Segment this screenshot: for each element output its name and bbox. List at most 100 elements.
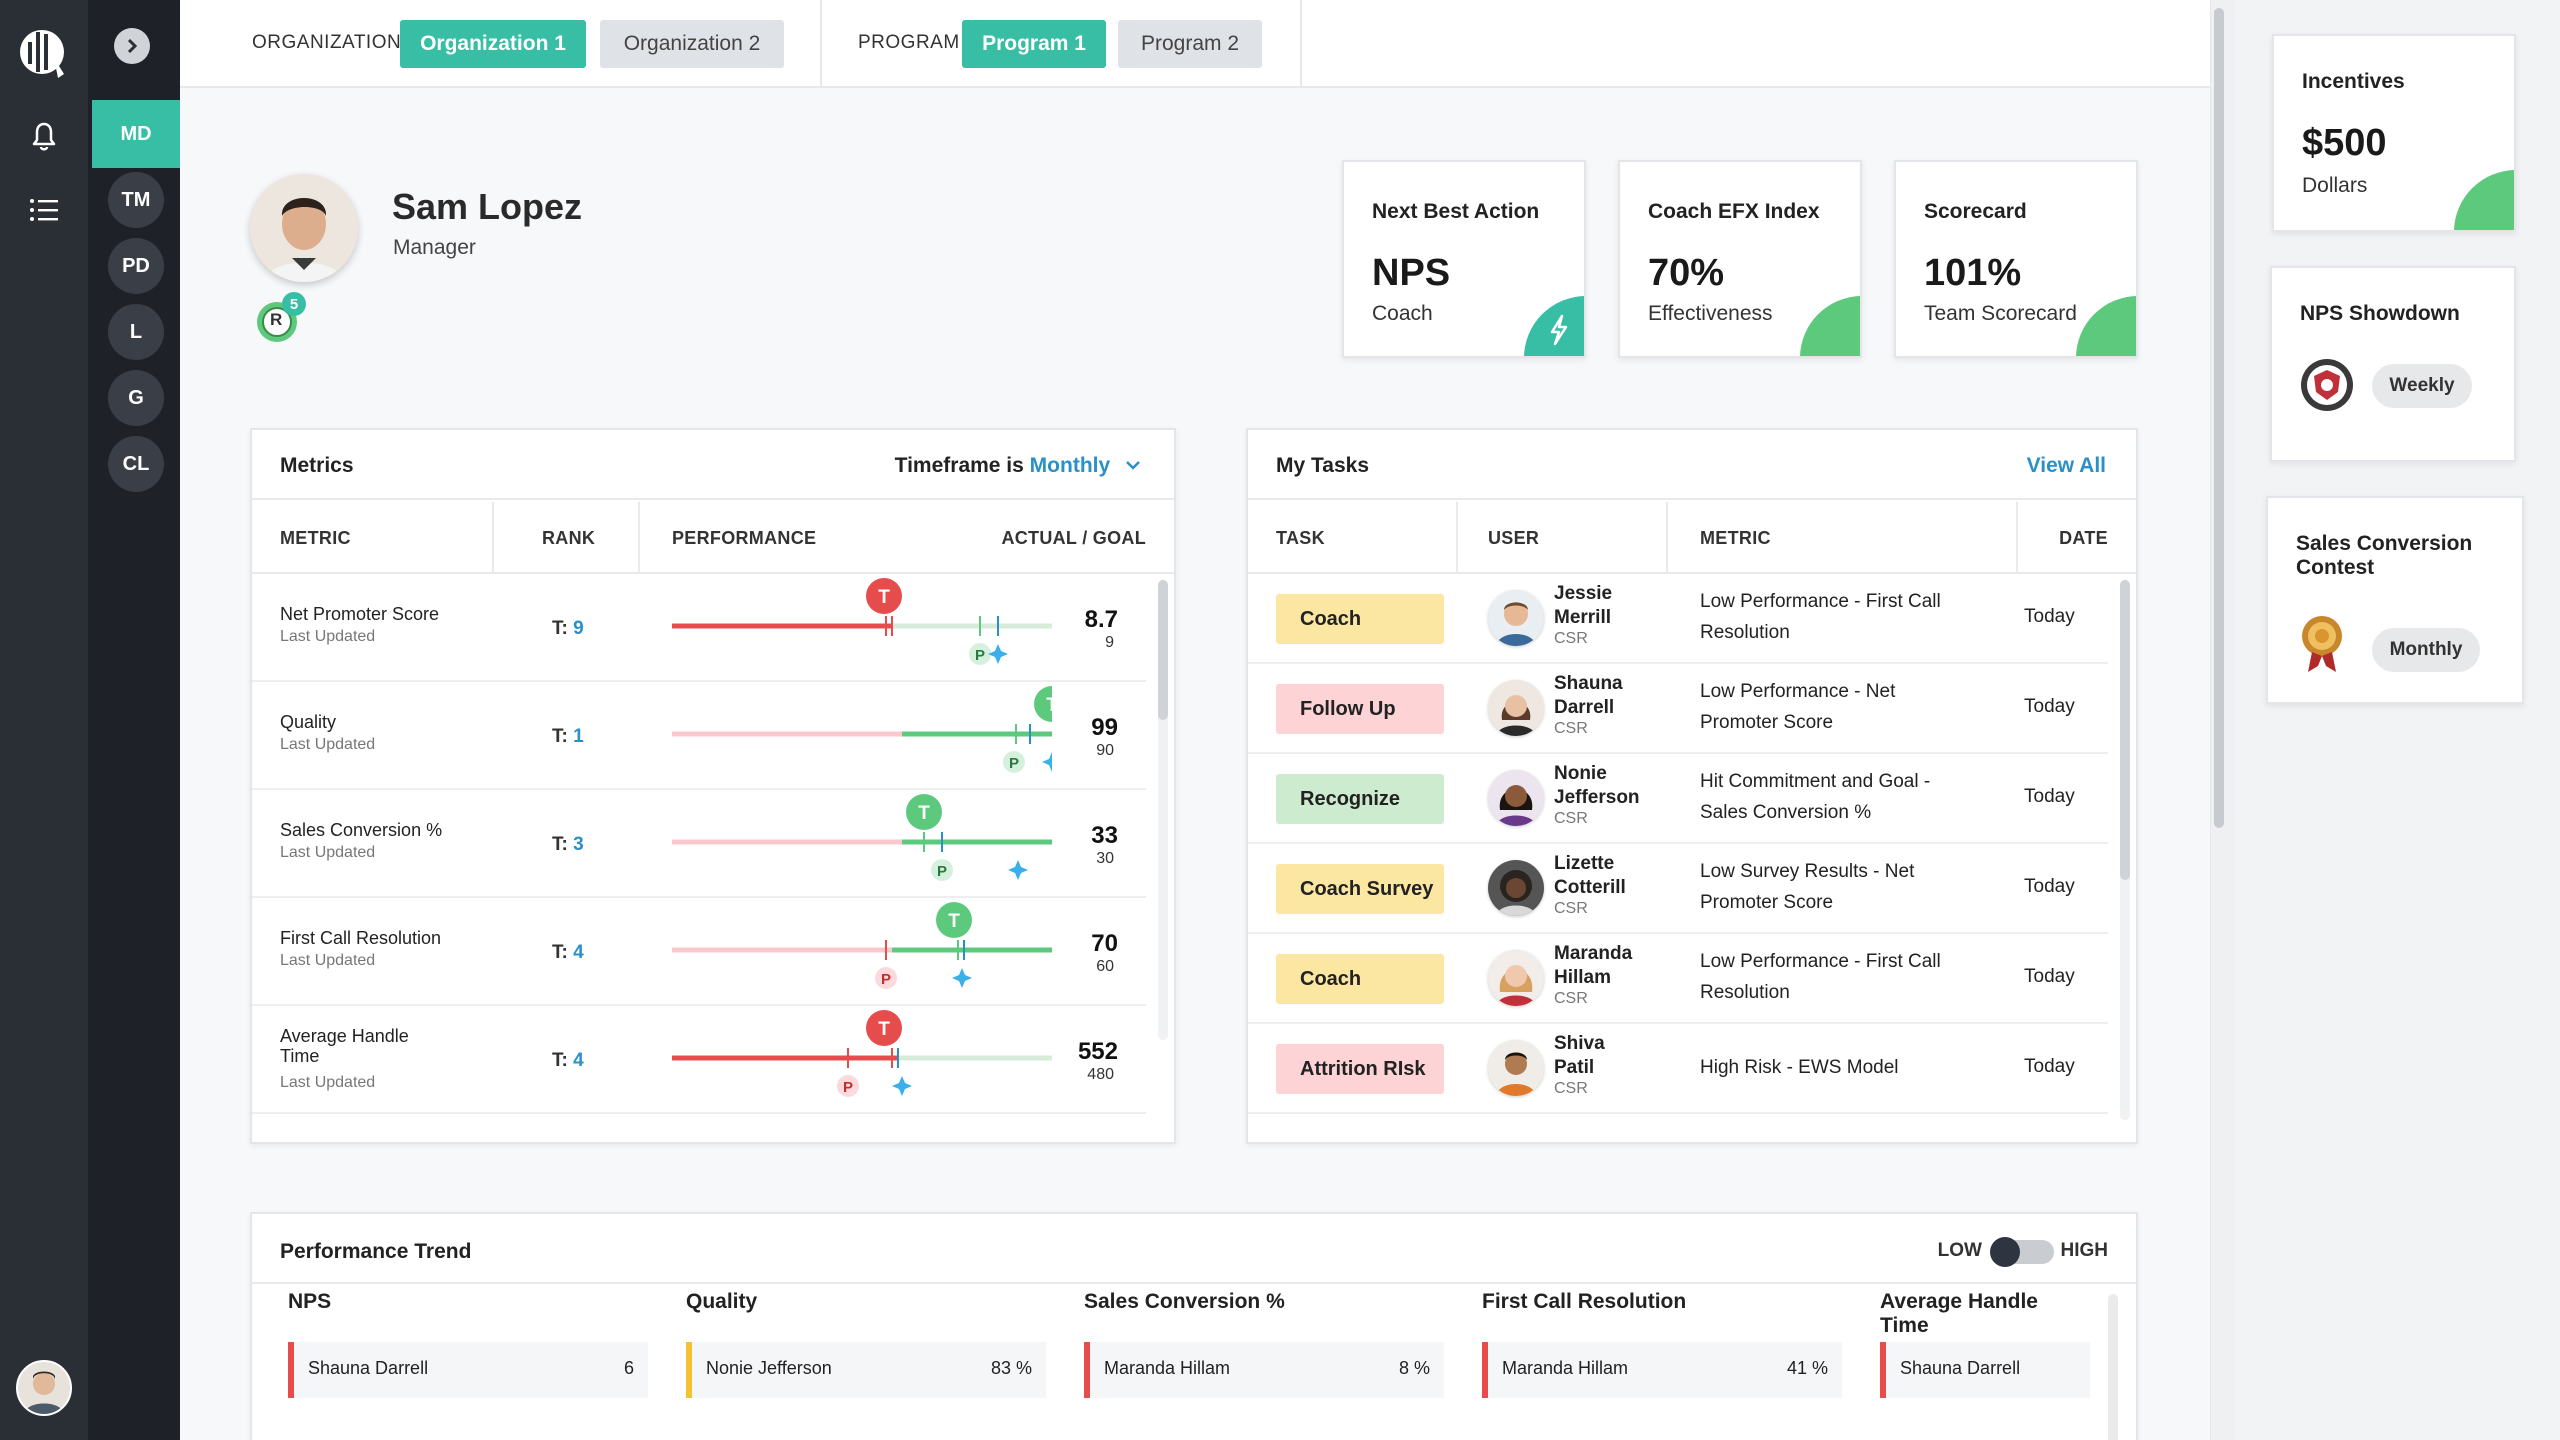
org-1-pill[interactable]: Organization 1: [400, 20, 586, 68]
expand-nav-button[interactable]: [114, 28, 150, 64]
org-2-pill[interactable]: Organization 2: [600, 20, 784, 68]
col-actual-goal: ACTUAL / GOAL: [1001, 528, 1146, 548]
task-tag[interactable]: Recognize: [1276, 774, 1444, 824]
metric-name: Net Promoter Score: [280, 604, 440, 624]
trend-row[interactable]: Maranda Hillam 8 %: [1084, 1342, 1444, 1398]
trend-column-title: Quality: [686, 1290, 758, 1313]
team-pd[interactable]: PD: [108, 238, 164, 294]
timeframe-dropdown[interactable]: Timeframe is Monthly: [895, 454, 1142, 478]
metric-row[interactable]: Sales Conversion % Last Updated T: 3 T P…: [252, 790, 1146, 898]
metric-goal: 9: [1105, 634, 1114, 651]
right-panel: [2234, 0, 2560, 1440]
task-tag[interactable]: Coach Survey: [1276, 864, 1444, 914]
sales-contest-title: Sales Conversion Contest: [2296, 532, 2473, 579]
team-cl[interactable]: CL: [108, 436, 164, 492]
tasks-header: My Tasks View All: [1248, 430, 2136, 500]
metric-row[interactable]: Net Promoter Score Last Updated T: 9 T P…: [252, 574, 1146, 682]
task-tag[interactable]: Attrition RIsk: [1276, 1044, 1444, 1094]
task-row[interactable]: Coach Maranda Hillam CSR Low Performance …: [1248, 934, 2108, 1024]
timeframe-prefix: Timeframe is: [894, 454, 1024, 477]
svg-text:T: T: [918, 803, 930, 824]
task-tag[interactable]: Follow Up: [1276, 684, 1444, 734]
list-icon[interactable]: [24, 190, 64, 230]
scorecard-card[interactable]: Scorecard 101% Team Scorecard: [1894, 160, 2138, 358]
page-scrollbar-thumb[interactable]: [2214, 8, 2224, 828]
task-metric: Hit Commitment and Goal - Sales Conversi…: [1700, 771, 1931, 823]
bell-icon[interactable]: [24, 116, 64, 156]
program-2-pill[interactable]: Program 2: [1118, 20, 1262, 68]
performance-bar: T P: [672, 1010, 1052, 1097]
trend-name: Maranda Hillam: [1502, 1358, 1629, 1378]
program-label: PROGRAM: [858, 32, 960, 53]
user-avatar: [1488, 680, 1544, 736]
task-row[interactable]: Attrition RIsk Shiva Patil CSR High Risk …: [1248, 1024, 2108, 1114]
metric-row[interactable]: Quality Last Updated T: 1 T P 99 90: [252, 682, 1146, 790]
metric-row[interactable]: Average Handle Time Last Updated T: 4 T …: [252, 1006, 1146, 1114]
col-user: USER: [1488, 528, 1540, 548]
user-avatar: [1488, 1040, 1544, 1096]
task-metric: Low Survey Results - Net Promoter Score: [1700, 861, 1915, 913]
next-best-action-card[interactable]: Next Best Action NPS Coach: [1342, 160, 1586, 358]
task-tag[interactable]: Coach: [1276, 954, 1444, 1004]
scrollbar-thumb[interactable]: [2120, 580, 2130, 880]
coach-efx-card[interactable]: Coach EFX Index 70% Effectiveness: [1618, 160, 1862, 358]
metric-goal: 60: [1096, 958, 1114, 975]
task-date: Today: [2024, 1056, 2075, 1077]
user-name: Shiva Patil: [1554, 1033, 1605, 1078]
svg-text:T: T: [878, 1019, 890, 1040]
card-title: Scorecard: [1924, 200, 2027, 223]
medal-ribbon-icon: [2302, 616, 2342, 672]
metric-updated: Last Updated: [280, 844, 376, 861]
scrollbar-thumb[interactable]: [1158, 580, 1168, 720]
trend-value: 83 %: [990, 1358, 1032, 1378]
team-tm[interactable]: TM: [108, 172, 164, 228]
tasks-scrollbar[interactable]: [2120, 580, 2130, 1120]
trend-column-title: Sales Conversion %: [1084, 1290, 1285, 1313]
performance-bar: T P: [672, 578, 1052, 665]
metric-name: Average Handle Time: [280, 1026, 409, 1066]
metrics-scrollbar[interactable]: [1158, 580, 1168, 1040]
performance-bar: T P: [672, 686, 1052, 773]
divider: [1666, 502, 1668, 574]
card-value: NPS: [1372, 252, 1451, 294]
task-row[interactable]: Recognize Nonie Jefferson CSR Hit Commitm…: [1248, 754, 2108, 844]
trend-row[interactable]: Shauna Darrell: [1880, 1342, 2090, 1398]
low-high-toggle[interactable]: [1990, 1237, 2054, 1267]
task-row[interactable]: Coach Survey Lizette Cotterill CSR Low Su…: [1248, 844, 2108, 934]
current-user-avatar[interactable]: [16, 1360, 72, 1416]
sales-period-pill[interactable]: Monthly: [2372, 628, 2480, 672]
toggle-knob[interactable]: [1990, 1237, 2020, 1267]
card-corner: [1800, 296, 1860, 356]
team-g[interactable]: G: [108, 370, 164, 426]
trend-row[interactable]: Shauna Darrell 6: [288, 1342, 648, 1398]
metric-goal: 30: [1096, 850, 1114, 867]
team-md[interactable]: MD: [108, 106, 164, 162]
trend-name: Shauna Darrell: [1900, 1358, 2021, 1378]
card-sub: Coach: [1372, 302, 1433, 325]
view-all-link[interactable]: View All: [2026, 454, 2106, 477]
team-l[interactable]: L: [108, 304, 164, 360]
col-task: TASK: [1276, 528, 1325, 548]
task-tag[interactable]: Coach: [1276, 594, 1444, 644]
user-name: Nonie Jefferson: [1554, 763, 1640, 808]
trend-name: Nonie Jefferson: [706, 1358, 832, 1378]
low-label: LOW: [1937, 1240, 1982, 1261]
sales-contest-card[interactable]: Sales Conversion Contest Monthly: [2266, 496, 2524, 704]
program-1-pill[interactable]: Program 1: [962, 20, 1106, 68]
task-row[interactable]: Follow Up Shauna Darrell CSR Low Performa…: [1248, 664, 2108, 754]
user-avatar: [1488, 770, 1544, 826]
metric-row[interactable]: First Call Resolution Last Updated T: 4 …: [252, 898, 1146, 1006]
card-title: Coach EFX Index: [1648, 200, 1820, 223]
nps-showdown-card[interactable]: NPS Showdown Weekly: [2270, 266, 2516, 462]
trend-row[interactable]: Maranda Hillam 41 %: [1482, 1342, 1842, 1398]
nps-period-pill[interactable]: Weekly: [2372, 364, 2472, 408]
trend-column-title: First Call Resolution: [1482, 1290, 1687, 1313]
trend-header: Performance Trend LOW HIGH: [252, 1214, 2136, 1284]
trend-value: 6: [623, 1358, 634, 1378]
metric-goal: 480: [1087, 1066, 1114, 1083]
incentives-card[interactable]: Incentives $500 Dollars: [2272, 34, 2516, 232]
trend-scrollbar[interactable]: [2108, 1294, 2118, 1440]
trend-row[interactable]: Nonie Jefferson 83 %: [686, 1342, 1046, 1398]
trend-value: 41 %: [1786, 1358, 1828, 1378]
task-row[interactable]: Coach Jessie Merrill CSR Low Performance …: [1248, 574, 2108, 664]
